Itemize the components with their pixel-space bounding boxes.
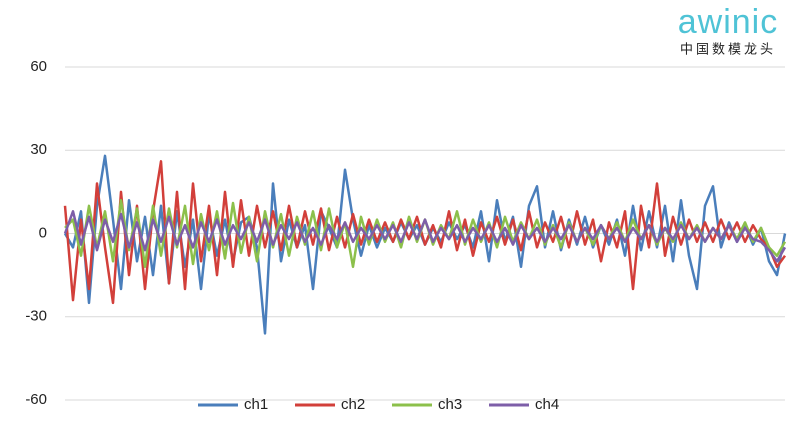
y-tick-label: 0 <box>39 224 47 241</box>
y-tick-label: -30 <box>25 308 47 325</box>
legend-label: ch2 <box>341 396 365 413</box>
legend-label: ch1 <box>244 396 268 413</box>
y-tick-label: 60 <box>30 58 47 75</box>
legend-label: ch3 <box>438 396 462 413</box>
y-tick-label: 30 <box>30 141 47 158</box>
series-line <box>63 160 787 305</box>
series-line <box>63 210 787 263</box>
y-tick-label: -60 <box>25 391 47 408</box>
logo-tagline: 中国数模龙头 <box>680 41 776 56</box>
legend-label: ch4 <box>535 396 559 413</box>
logo-brand: awinic <box>678 3 778 41</box>
